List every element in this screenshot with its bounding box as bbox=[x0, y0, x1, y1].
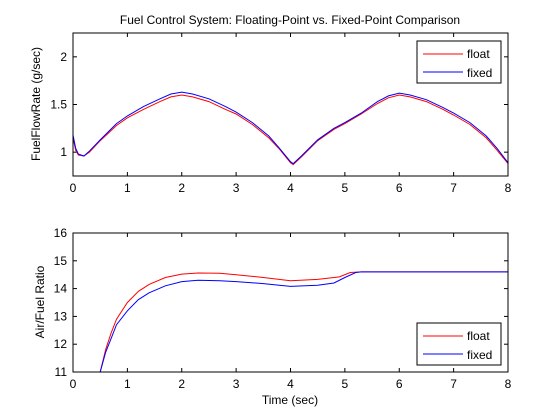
x-tick-label: 1 bbox=[124, 377, 131, 391]
x-tick-label: 6 bbox=[396, 377, 403, 391]
x-tick-label: 2 bbox=[178, 377, 185, 391]
legend-label-fixed: fixed bbox=[467, 66, 492, 80]
x-tick-label: 5 bbox=[342, 377, 349, 391]
x-tick-label: 5 bbox=[342, 181, 349, 195]
legend: float fixed bbox=[416, 322, 502, 366]
legend-label-float: float bbox=[467, 329, 490, 343]
series-line-fixed bbox=[72, 91, 509, 165]
plot-frame bbox=[72, 232, 509, 373]
y-tick-label: 11 bbox=[55, 365, 68, 379]
chart-title: Fuel Control System: Floating-Point vs. … bbox=[120, 13, 460, 27]
x-tick-label: 4 bbox=[287, 181, 294, 195]
legend-box bbox=[416, 322, 502, 366]
x-tick-label: 1 bbox=[124, 181, 131, 195]
air-fuel-subplot: Air/Fuel Ratio Time (sec) 0 1 2 3 4 5 6 7 811121… bbox=[33, 226, 512, 407]
legend-box bbox=[416, 40, 502, 84]
fuel-flow-subplot: Fuel Control System: Floating-Point vs. … bbox=[29, 13, 512, 195]
x-tick-label: 8 bbox=[505, 181, 512, 195]
y-tick-label: 15 bbox=[54, 254, 68, 268]
plot-lines bbox=[99, 271, 508, 373]
series-line-fixed bbox=[99, 271, 508, 373]
legend: float fixed bbox=[416, 40, 502, 84]
x-tick-label: 3 bbox=[233, 181, 240, 195]
x-tick-label: 0 bbox=[70, 377, 77, 391]
x-axis-label: Time (sec) bbox=[262, 393, 318, 407]
x-tick-label: 8 bbox=[505, 377, 512, 391]
series-line-float bbox=[72, 94, 509, 166]
plot-lines bbox=[72, 91, 509, 166]
legend-label-float: float bbox=[467, 47, 490, 61]
y-tick-label: 16 bbox=[54, 226, 68, 240]
x-tick-label: 0 bbox=[70, 181, 77, 195]
x-tick-label: 3 bbox=[233, 377, 240, 391]
x-tick-label: 7 bbox=[450, 181, 457, 195]
x-tick-label: 4 bbox=[287, 377, 294, 391]
y-tick-label: 12 bbox=[54, 337, 68, 351]
y-axis-label: FuelFlowRate (g/sec) bbox=[29, 47, 43, 161]
x-tick-label: 7 bbox=[450, 377, 457, 391]
legend-label-fixed: fixed bbox=[467, 348, 492, 362]
y-tick-label: 1.5 bbox=[50, 98, 67, 112]
y-tick-label: 2 bbox=[60, 50, 67, 64]
y-tick-label: 13 bbox=[54, 309, 68, 323]
y-tick-label: 14 bbox=[54, 282, 68, 296]
y-tick-label: 1 bbox=[60, 145, 67, 159]
y-axis-label: Air/Fuel Ratio bbox=[33, 265, 47, 338]
x-tick-label: 6 bbox=[396, 181, 403, 195]
plot-frame bbox=[72, 32, 509, 177]
axis-ticks: 0 1 2 3 4 5 6 7 8 1 1.5 2 bbox=[50, 33, 512, 195]
x-tick-label: 2 bbox=[178, 181, 185, 195]
